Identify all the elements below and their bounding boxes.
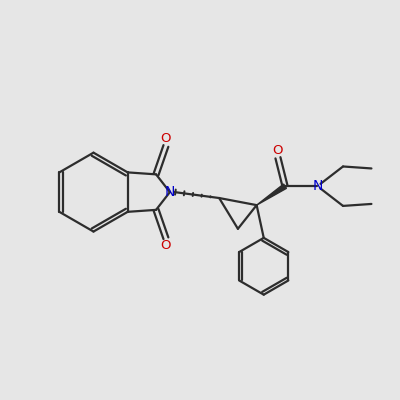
Text: N: N: [312, 179, 322, 193]
Text: N: N: [165, 185, 175, 199]
Text: O: O: [161, 239, 171, 252]
Text: O: O: [272, 144, 282, 157]
Text: O: O: [161, 132, 171, 145]
Polygon shape: [257, 184, 286, 205]
